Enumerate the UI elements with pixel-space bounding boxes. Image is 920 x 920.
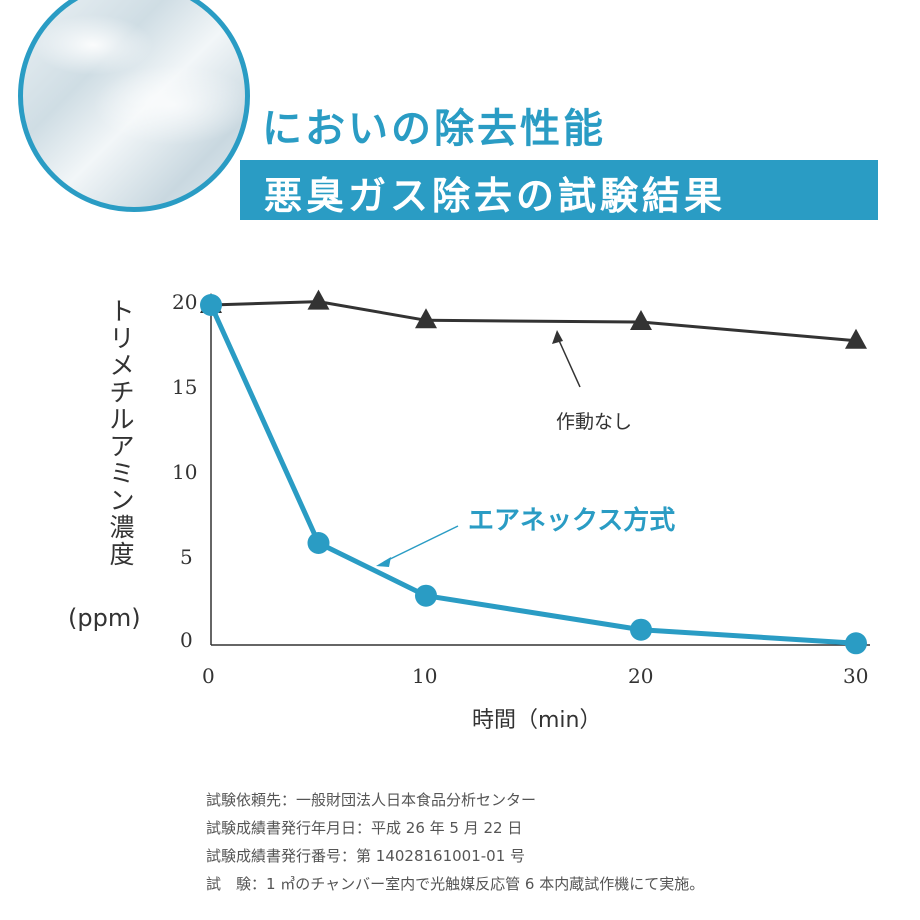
x-tick-label: 20 [628, 664, 654, 688]
page-subtitle: 悪臭ガス除去の試験結果 [264, 174, 727, 218]
note-line: 試験成績書発行年月日：平成 26 年 5 月 22 日 [206, 819, 523, 837]
test-notes: 試験依頼先：一般財団法人日本食品分析センター 試験成績書発行年月日：平成 26 … [206, 786, 704, 898]
fabric-photo [18, 0, 250, 212]
series-label-airnex: エアネックス方式 [468, 506, 676, 536]
data-point [845, 632, 867, 655]
note-line: 試 験：1 ㎥のチャンバー室内で光触媒反応管 6 本内蔵試作機にて実施。 [206, 875, 705, 893]
y-tick-label: 20 [172, 290, 198, 314]
note-line: 試験成績書発行番号：第 14028161001-01 号 [206, 847, 526, 865]
x-tick-label: 0 [202, 664, 215, 688]
data-point [307, 532, 330, 554]
y-tick-label: 15 [172, 375, 198, 399]
y-tick-label: 5 [180, 545, 193, 569]
series-label-arrow [383, 525, 459, 563]
data-point [415, 584, 437, 607]
series-label-arrowhead [552, 330, 563, 344]
note-line: 試験依頼先：一般財団法人日本食品分析センター [206, 791, 537, 809]
x-tick-label: 10 [412, 664, 438, 688]
x-axis-label: 時間（min） [472, 708, 602, 733]
data-point [845, 328, 867, 349]
data-point [415, 308, 437, 329]
data-point [630, 618, 652, 641]
y-tick-label: 0 [180, 628, 193, 652]
data-point [200, 294, 222, 316]
data-point [307, 289, 330, 310]
series-label-no-operation: 作動なし [556, 411, 633, 433]
series-line [208, 303, 857, 646]
y-axis-label: トリメチルアミン濃度 [109, 297, 135, 569]
x-tick-label: 30 [843, 664, 869, 688]
page-title: においの除去性能 [262, 106, 606, 152]
y-tick-label: 10 [172, 460, 198, 484]
y-axis-unit: (ppm) [68, 604, 141, 632]
subtitle-band [240, 160, 878, 220]
data-point [630, 310, 652, 330]
series-label-arrowhead [376, 557, 391, 567]
series-label-arrow [556, 335, 581, 388]
series-line [210, 300, 857, 343]
